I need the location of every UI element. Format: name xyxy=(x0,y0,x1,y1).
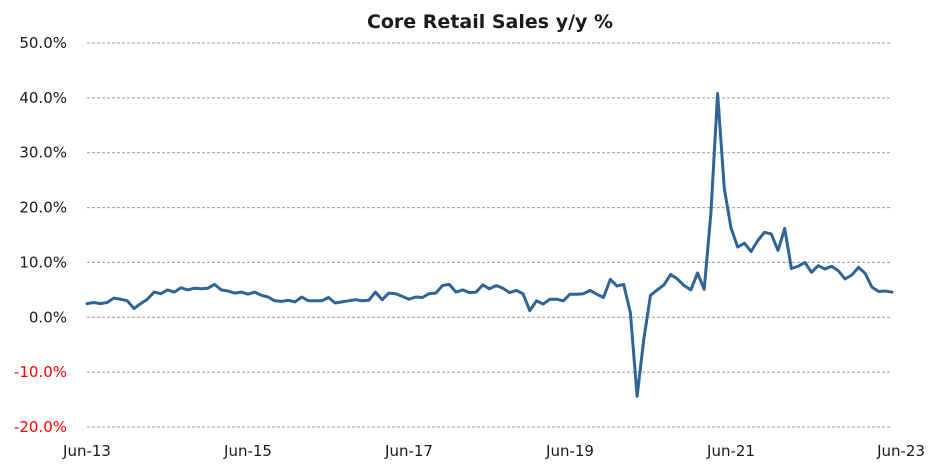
x-tick-label: Jun-13 xyxy=(62,442,111,460)
x-tick-label: Jun-17 xyxy=(384,442,433,460)
chart-title: Core Retail Sales y/y % xyxy=(367,11,613,33)
x-tick-label: Jun-15 xyxy=(223,442,272,460)
x-tick-label: Jun-23 xyxy=(876,442,925,460)
y-tick-label: 40.0% xyxy=(19,89,67,107)
y-tick-label: 10.0% xyxy=(19,253,67,271)
gridlines xyxy=(87,42,892,428)
y-tick-label: 50.0% xyxy=(19,34,67,52)
y-tick-label: 20.0% xyxy=(19,199,67,217)
y-axis-ticks: 50.0% 40.0% 30.0% 20.0% 10.0% 0.0% -10.0% -20.0… xyxy=(14,34,67,436)
x-tick-label: Jun-21 xyxy=(706,442,755,460)
x-tick-label: Jun-19 xyxy=(545,442,594,460)
series-line-core-retail-sales xyxy=(85,92,894,398)
y-tick-label: 30.0% xyxy=(19,144,67,162)
y-tick-label: -20.0% xyxy=(14,418,67,436)
x-axis-ticks: Jun-13 Jun-15 Jun-17 Jun-19 Jun-21 Jun-23 xyxy=(62,442,925,460)
y-tick-label: -10.0% xyxy=(14,363,67,381)
y-tick-label: 0.0% xyxy=(29,308,67,326)
